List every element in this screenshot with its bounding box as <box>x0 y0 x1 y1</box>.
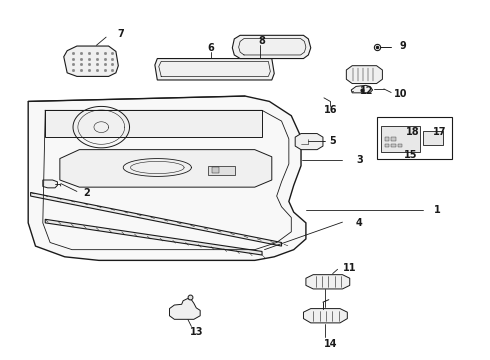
Polygon shape <box>155 59 274 80</box>
Text: 12: 12 <box>360 86 373 96</box>
Bar <box>385 137 389 141</box>
Text: 11: 11 <box>343 262 357 273</box>
Polygon shape <box>45 219 262 255</box>
Polygon shape <box>30 193 282 246</box>
Bar <box>391 137 395 141</box>
Polygon shape <box>28 96 306 260</box>
Text: 15: 15 <box>404 150 417 160</box>
Text: 14: 14 <box>323 339 337 348</box>
Polygon shape <box>64 46 118 76</box>
Bar <box>208 166 235 175</box>
Polygon shape <box>45 111 262 137</box>
Text: 18: 18 <box>406 127 420 137</box>
Text: 10: 10 <box>394 89 408 99</box>
Text: 7: 7 <box>118 28 124 39</box>
Polygon shape <box>232 35 311 59</box>
Polygon shape <box>295 134 323 150</box>
Polygon shape <box>60 150 272 187</box>
Polygon shape <box>306 275 350 289</box>
Bar <box>376 117 452 158</box>
Polygon shape <box>303 309 347 323</box>
Polygon shape <box>43 180 57 188</box>
Text: 8: 8 <box>259 36 266 46</box>
Text: 9: 9 <box>400 41 407 51</box>
Text: 6: 6 <box>208 43 214 53</box>
Text: 1: 1 <box>434 205 441 215</box>
Text: 13: 13 <box>190 327 203 337</box>
Text: 17: 17 <box>433 127 447 137</box>
Bar <box>212 167 219 173</box>
Text: 3: 3 <box>356 156 363 165</box>
Text: 16: 16 <box>323 105 337 115</box>
Text: 2: 2 <box>83 188 90 198</box>
Bar <box>381 126 420 152</box>
Polygon shape <box>346 66 382 84</box>
Bar <box>391 144 395 147</box>
Bar <box>385 144 389 147</box>
Bar <box>397 144 402 147</box>
Polygon shape <box>170 298 200 319</box>
Text: 5: 5 <box>329 136 336 146</box>
Polygon shape <box>351 85 373 93</box>
Text: 4: 4 <box>356 218 363 228</box>
Bar <box>423 131 443 145</box>
